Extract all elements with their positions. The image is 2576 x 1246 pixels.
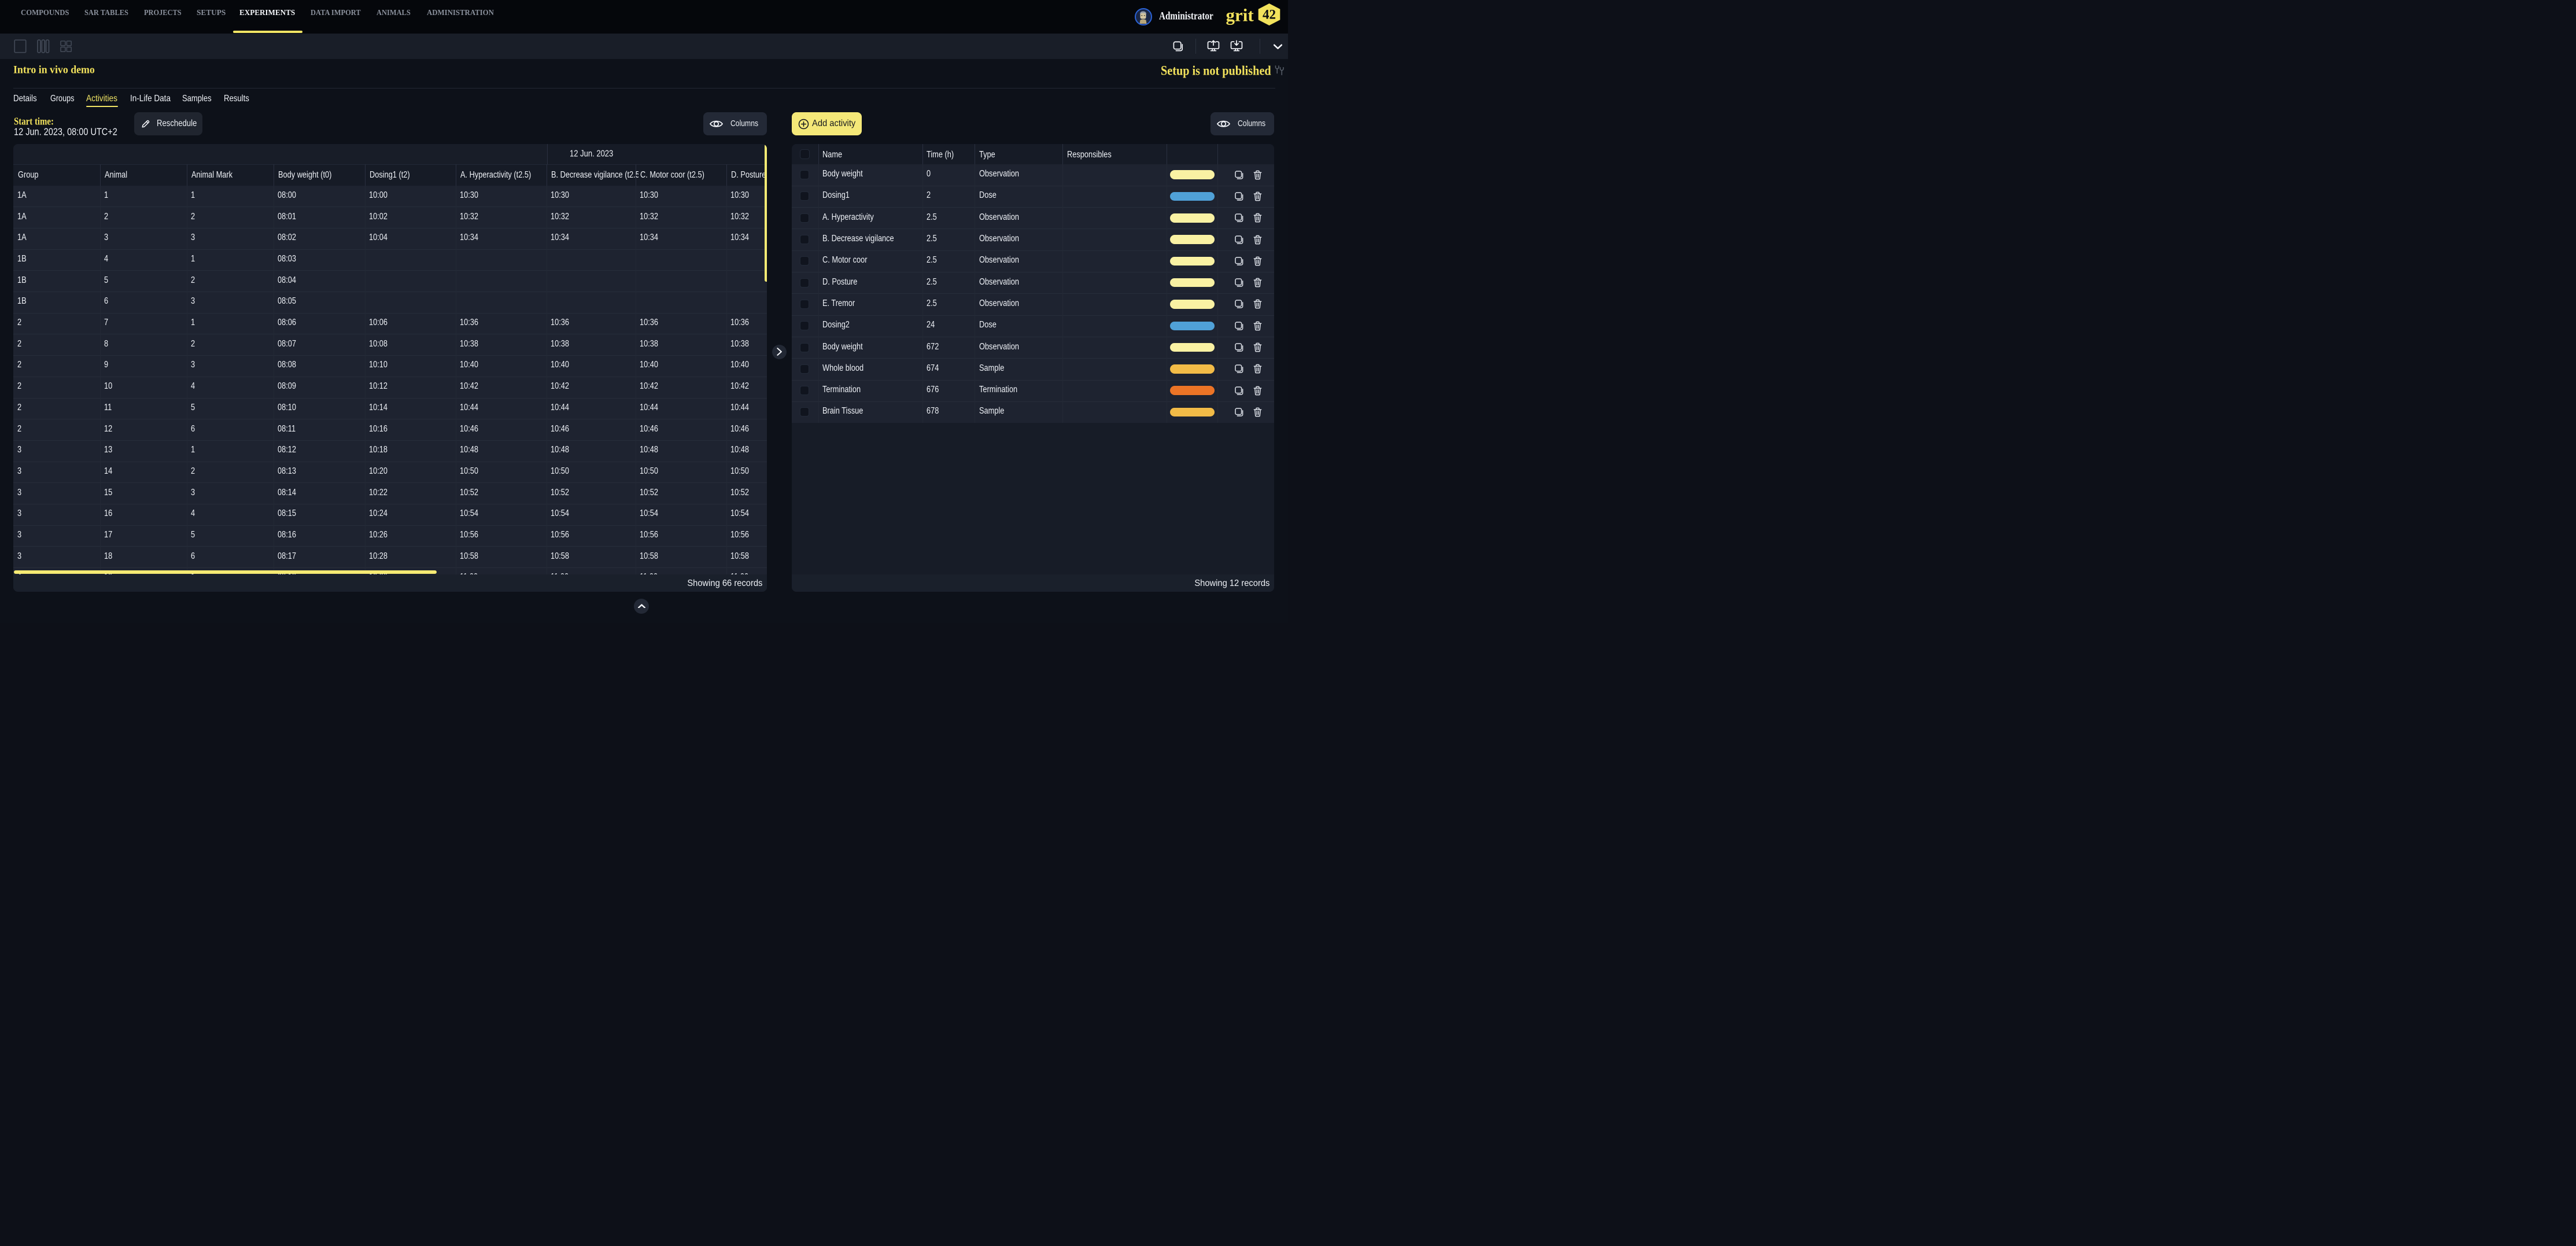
svg-text:42: 42 [1263,8,1276,22]
